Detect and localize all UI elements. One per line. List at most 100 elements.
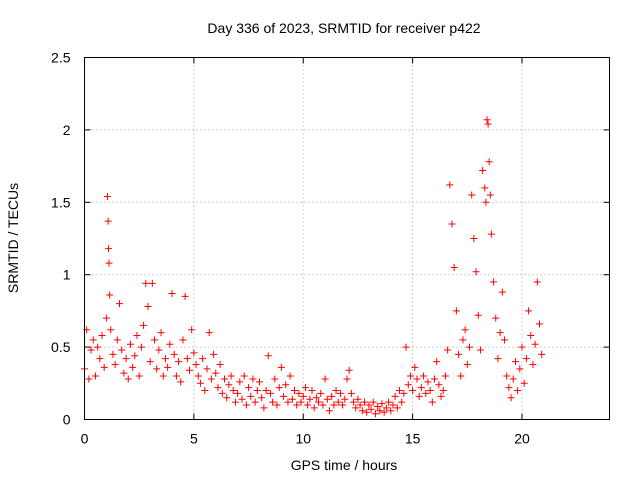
data-point <box>431 375 438 383</box>
ticks-layer: 0 0.5 1 1.5 2 2.5 0 5 10 15 20 <box>51 50 610 447</box>
data-point <box>280 392 288 400</box>
data-point <box>223 394 231 402</box>
data-point <box>264 352 272 360</box>
data-point <box>341 395 349 403</box>
data-point <box>245 384 253 392</box>
data-point <box>391 392 399 400</box>
data-point <box>536 320 543 328</box>
data-point <box>116 300 123 308</box>
data-point <box>505 384 513 392</box>
data-point <box>192 360 200 368</box>
data-point <box>484 120 492 128</box>
data-point <box>315 398 323 406</box>
data-point <box>275 384 283 392</box>
data-point <box>520 379 528 387</box>
data-point <box>256 378 263 386</box>
data-point <box>312 394 320 402</box>
data-point <box>100 363 108 371</box>
data-point <box>433 358 441 366</box>
data-point <box>525 307 533 315</box>
data-point <box>382 404 390 412</box>
data-point <box>385 398 393 406</box>
data-point <box>501 336 508 344</box>
data-point <box>188 326 196 334</box>
data-point <box>229 387 237 395</box>
data-point <box>466 343 473 351</box>
data-point <box>131 352 139 360</box>
data-point <box>441 372 449 380</box>
data-point <box>299 392 307 400</box>
data-point <box>470 235 478 242</box>
x-tick-label: 0 <box>81 431 89 447</box>
data-point <box>153 365 161 373</box>
data-point <box>122 355 130 363</box>
y-tick-label: 1.5 <box>51 194 71 210</box>
data-point <box>448 220 456 228</box>
data-point <box>503 372 511 380</box>
data-point <box>297 398 305 406</box>
data-point <box>301 384 309 392</box>
data-point <box>231 398 239 406</box>
data-point <box>175 358 183 366</box>
data-point <box>306 395 314 403</box>
data-point <box>482 198 490 206</box>
y-axis-label: SRMTID / TECUs <box>5 183 21 293</box>
data-point <box>472 268 480 276</box>
data-point <box>295 389 303 397</box>
data-point <box>446 181 454 189</box>
data-point <box>205 329 213 337</box>
data-point <box>378 400 386 408</box>
data-point <box>194 372 202 380</box>
data-point <box>269 398 277 406</box>
data-point <box>343 375 351 383</box>
data-point <box>406 372 414 380</box>
data-point <box>417 384 425 392</box>
data-point <box>135 372 143 380</box>
data-point <box>393 404 401 412</box>
data-point <box>183 355 191 363</box>
data-point <box>371 410 379 418</box>
data-point <box>533 278 541 286</box>
data-point <box>207 375 215 383</box>
data-point <box>140 321 148 329</box>
data-point <box>476 346 484 354</box>
data-point <box>531 340 539 348</box>
data-point <box>170 350 178 358</box>
data-point <box>212 369 220 377</box>
data-point <box>104 217 112 225</box>
data-point <box>494 355 502 363</box>
data-point <box>486 191 494 199</box>
data-point <box>459 336 467 344</box>
data-point <box>179 336 187 344</box>
data-point <box>133 332 141 340</box>
data-point <box>105 245 113 253</box>
data-point <box>450 263 458 271</box>
data-point <box>186 366 193 374</box>
data-point <box>242 401 250 409</box>
data-point <box>522 355 530 363</box>
data-point <box>146 358 154 366</box>
data-point <box>98 332 106 340</box>
data-point <box>227 372 235 380</box>
data-point <box>439 387 447 395</box>
data-point <box>190 349 198 357</box>
data-point <box>304 401 312 409</box>
data-point <box>398 398 406 406</box>
data-point <box>363 408 371 416</box>
data-point <box>328 392 336 400</box>
chart-title: Day 336 of 2023, SRMTID for receiver p42… <box>207 20 480 36</box>
data-point <box>271 375 279 383</box>
data-point <box>236 378 244 386</box>
data-point <box>155 346 163 354</box>
data-point <box>96 355 104 363</box>
data-point <box>196 379 204 387</box>
data-point <box>266 389 274 397</box>
data-point <box>437 392 445 400</box>
data-point <box>282 381 290 389</box>
data-point <box>94 343 102 351</box>
data-point <box>321 375 329 383</box>
data-point <box>288 395 296 403</box>
data-point <box>251 398 259 406</box>
data-point <box>260 404 268 412</box>
data-point <box>332 387 340 395</box>
